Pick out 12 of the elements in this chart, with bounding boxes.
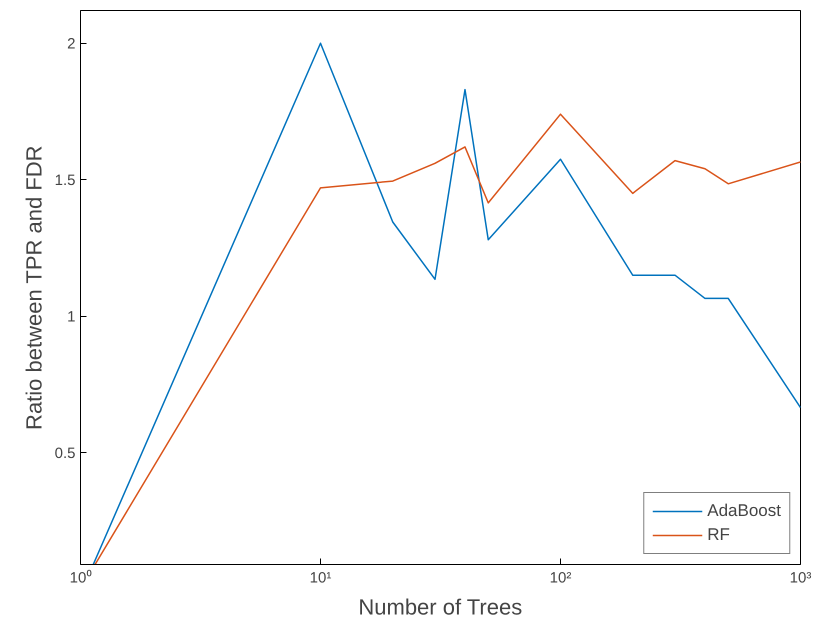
x-tick-label: 10² [550,570,572,586]
x-tick-label: 10¹ [310,570,332,586]
y-tick-label: 0.5 [54,445,76,462]
x-tick-label: 10⁰ [70,570,92,586]
y-tick-label: 1 [67,308,76,326]
legend-label: AdaBoost [707,501,781,521]
y-axis-title: Ratio between TPR and FDR [22,145,47,430]
y-tick-label: 2 [67,36,76,53]
legend-label: RF [707,525,730,545]
x-axis-title: Number of Trees [358,594,522,620]
y-tick-label: 1.5 [54,172,76,190]
x-tick-label: 10³ [790,570,812,586]
